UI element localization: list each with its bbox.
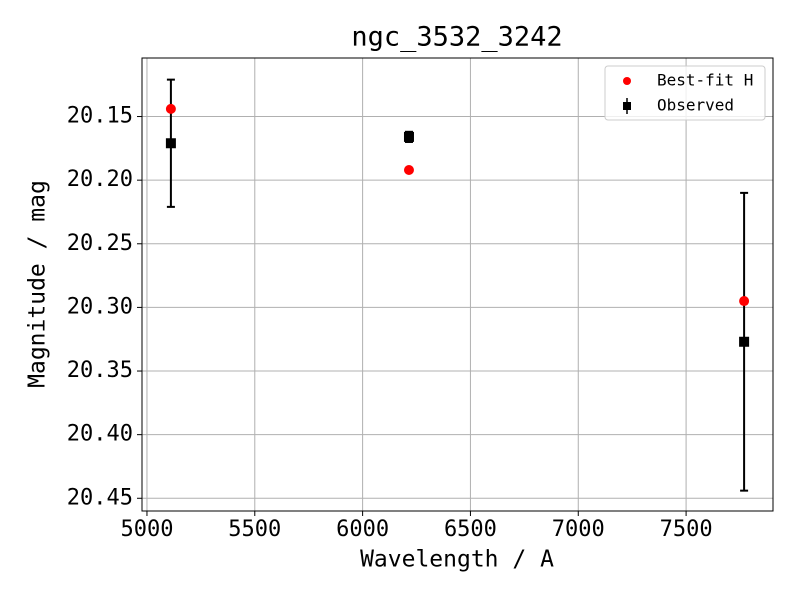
y-tick-label: 20.35 bbox=[67, 358, 133, 383]
x-tick-label: 5000 bbox=[120, 517, 173, 542]
point bbox=[403, 164, 414, 175]
y-tick-label: 20.20 bbox=[67, 167, 133, 192]
x-tick-label: 7000 bbox=[552, 517, 605, 542]
x-axis-label: Wavelength / A bbox=[360, 547, 554, 573]
plot-frame bbox=[141, 57, 774, 512]
y-tick-label: 20.45 bbox=[67, 485, 133, 510]
point bbox=[165, 103, 176, 114]
legend-frame bbox=[604, 65, 766, 121]
y-axis-label: Magnitude / mag bbox=[25, 180, 51, 388]
x-tick-label: 7500 bbox=[660, 517, 713, 542]
x-tick-label: 6000 bbox=[336, 517, 389, 542]
legend-label: Best-fit H bbox=[657, 71, 753, 90]
point bbox=[165, 138, 176, 149]
point bbox=[739, 336, 750, 347]
point bbox=[403, 131, 414, 142]
legend: Best-fit H Observed bbox=[604, 65, 766, 121]
y-tick-label: 20.15 bbox=[67, 104, 133, 129]
legend-marker bbox=[623, 77, 631, 85]
legend-marker bbox=[623, 102, 631, 110]
y-tick-label: 20.25 bbox=[67, 231, 133, 256]
point bbox=[739, 296, 750, 307]
legend-label: Observed bbox=[657, 96, 734, 115]
chart-title: ngc_3532_3242 bbox=[351, 22, 562, 53]
x-tick-label: 6500 bbox=[444, 517, 497, 542]
y-tick-label: 20.30 bbox=[67, 294, 133, 319]
x-tick-label: 5500 bbox=[228, 517, 281, 542]
y-tick-label: 20.40 bbox=[67, 422, 133, 447]
